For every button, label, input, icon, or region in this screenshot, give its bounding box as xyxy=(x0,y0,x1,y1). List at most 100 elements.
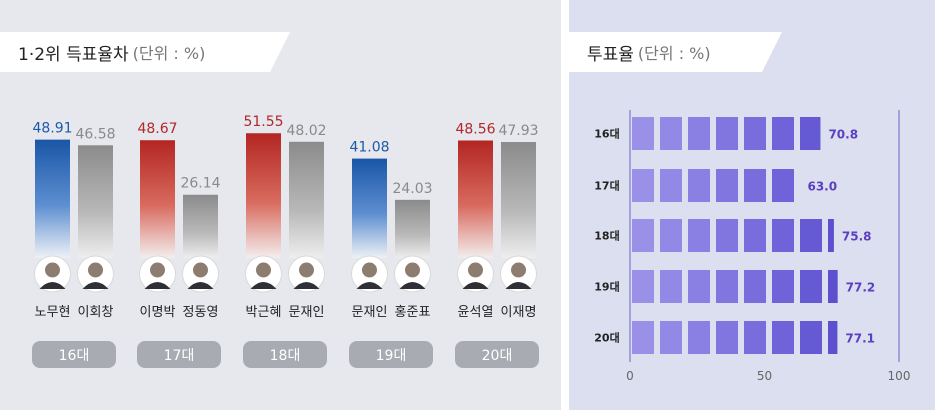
election-pill xyxy=(243,341,327,368)
turnout-bar-segment xyxy=(772,321,794,354)
vote-bar-4-1 xyxy=(352,158,387,258)
candidate-avatar xyxy=(394,255,431,293)
turnout-bar-segment xyxy=(800,270,822,303)
candidate-name: 정동영 xyxy=(183,305,219,320)
turnout-bar-segment xyxy=(632,169,654,202)
turnout-category-label: 19대 xyxy=(594,280,619,294)
candidate-avatar xyxy=(77,255,114,293)
turnout-bar-segment xyxy=(800,321,822,354)
turnout-bar-segment xyxy=(632,270,654,303)
turnout-bar-segment xyxy=(744,219,766,252)
turnout-bar-segment xyxy=(800,117,821,150)
turnout-bar-segment xyxy=(660,169,682,202)
election-pill xyxy=(349,341,433,368)
turnout-bar-segment xyxy=(632,321,654,354)
vote-share-title-text: 1·2위 득표율차 xyxy=(18,44,129,65)
vote-bar-2-1 xyxy=(140,140,175,258)
vote-share-title: 1·2위 득표율차 (단위 : %) xyxy=(0,32,290,72)
turnout-bar-segment xyxy=(828,219,834,252)
candidate-name: 문재인 xyxy=(289,305,325,320)
turnout-bar-segment xyxy=(660,117,682,150)
vote-bar-3-2 xyxy=(289,141,324,258)
turnout-bar-segment xyxy=(660,321,682,354)
turnout-bar-segment xyxy=(772,117,794,150)
candidate-avatar xyxy=(182,255,219,293)
turnout-bar-segment xyxy=(800,219,822,252)
vote-value-label: 46.58 xyxy=(75,126,115,142)
election-label: 18대 xyxy=(270,348,301,364)
turnout-bar-segment xyxy=(744,117,766,150)
candidate-avatar xyxy=(500,255,537,293)
turnout-bar-segment xyxy=(716,219,738,252)
turnout-bar-segment xyxy=(828,270,838,303)
turnout-value-label: 77.1 xyxy=(845,332,875,346)
turnout-bar-segment xyxy=(632,219,654,252)
candidate-name: 문재인 xyxy=(352,305,388,320)
vote-bar-1-1 xyxy=(35,139,70,258)
election-pill xyxy=(137,341,221,368)
candidate-avatar xyxy=(245,255,282,293)
turnout-bar-segment xyxy=(688,219,710,252)
candidate-name: 이명박 xyxy=(140,305,176,320)
turnout-tick-label: 50 xyxy=(757,369,772,383)
candidate-name: 노무현 xyxy=(35,305,71,320)
vote-bar-4-2 xyxy=(395,199,430,258)
turnout-bar-segment xyxy=(744,321,766,354)
turnout-bar-segment xyxy=(716,321,738,354)
candidate-avatar xyxy=(457,255,494,293)
vote-value-label: 48.67 xyxy=(137,121,177,137)
turnout-bar-segment xyxy=(744,270,766,303)
vote-bar-5-2 xyxy=(501,142,536,258)
vote-share-unit: (단위 : %) xyxy=(132,44,206,63)
turnout-tick-label: 100 xyxy=(888,369,911,383)
turnout-value-label: 70.8 xyxy=(828,128,858,142)
turnout-bar-segment xyxy=(772,169,794,202)
turnout-value-label: 77.2 xyxy=(846,281,876,295)
candidate-name: 이재명 xyxy=(501,305,537,320)
candidate-name: 윤석열 xyxy=(458,305,494,320)
vote-value-label: 48.02 xyxy=(286,123,326,139)
turnout-bar-segment xyxy=(688,169,710,202)
vote-bar-1-2 xyxy=(78,145,113,258)
vote-bar-3-1 xyxy=(246,133,281,258)
candidate-avatar xyxy=(288,255,325,293)
turnout-panel: 투표율 (단위 : %) 0 50 100 16대 70.8 17대 63.0 18대 75.8… xyxy=(569,0,935,410)
turnout-bar-segment xyxy=(660,270,682,303)
turnout-bar-segment xyxy=(688,270,710,303)
vote-value-label: 48.56 xyxy=(455,121,495,137)
candidate-name: 박근혜 xyxy=(246,305,282,320)
turnout-title: 투표율 (단위 : %) xyxy=(569,32,782,72)
turnout-value-label: 75.8 xyxy=(842,230,872,244)
turnout-bar-segment xyxy=(772,219,794,252)
vote-value-label: 41.08 xyxy=(349,140,389,156)
turnout-category-label: 16대 xyxy=(594,127,619,141)
candidate-avatar xyxy=(34,255,71,293)
turnout-bar-segment xyxy=(828,321,838,354)
turnout-unit: (단위 : %) xyxy=(637,44,711,63)
vote-value-label: 48.91 xyxy=(32,121,72,137)
vote-share-panel: 1·2위 득표율차 (단위 : %) 48.91 노무현 46.58 이회창 16대 48… xyxy=(0,0,561,410)
turnout-chart: 0 50 100 16대 70.8 17대 63.0 18대 75.8 19대 77.2 20대 77.… xyxy=(594,110,911,383)
election-label: 19대 xyxy=(376,348,407,364)
candidate-name: 이회창 xyxy=(78,305,114,320)
turnout-value-label: 63.0 xyxy=(807,180,837,194)
candidate-name: 홍준표 xyxy=(395,305,431,320)
turnout-bar-segment xyxy=(716,270,738,303)
election-label: 20대 xyxy=(482,348,513,364)
candidate-avatar xyxy=(139,255,176,293)
vote-share-chart: 48.91 노무현 46.58 이회창 16대 48.67 이명박 26.14 정동영 17대 51… xyxy=(32,114,539,368)
turnout-bar-segment xyxy=(660,219,682,252)
turnout-category-label: 18대 xyxy=(594,229,619,243)
turnout-title-text: 투표율 xyxy=(587,44,634,65)
turnout-tick-label: 0 xyxy=(626,369,634,383)
election-pill xyxy=(32,341,116,368)
turnout-category-label: 17대 xyxy=(594,179,619,193)
turnout-bar-segment xyxy=(688,117,710,150)
vote-value-label: 47.93 xyxy=(498,123,538,139)
turnout-bar-segment xyxy=(744,169,766,202)
election-label: 17대 xyxy=(164,348,195,364)
vote-value-label: 51.55 xyxy=(243,114,283,130)
turnout-bar-segment xyxy=(688,321,710,354)
turnout-bar-segment xyxy=(716,117,738,150)
candidate-avatar xyxy=(351,255,388,293)
